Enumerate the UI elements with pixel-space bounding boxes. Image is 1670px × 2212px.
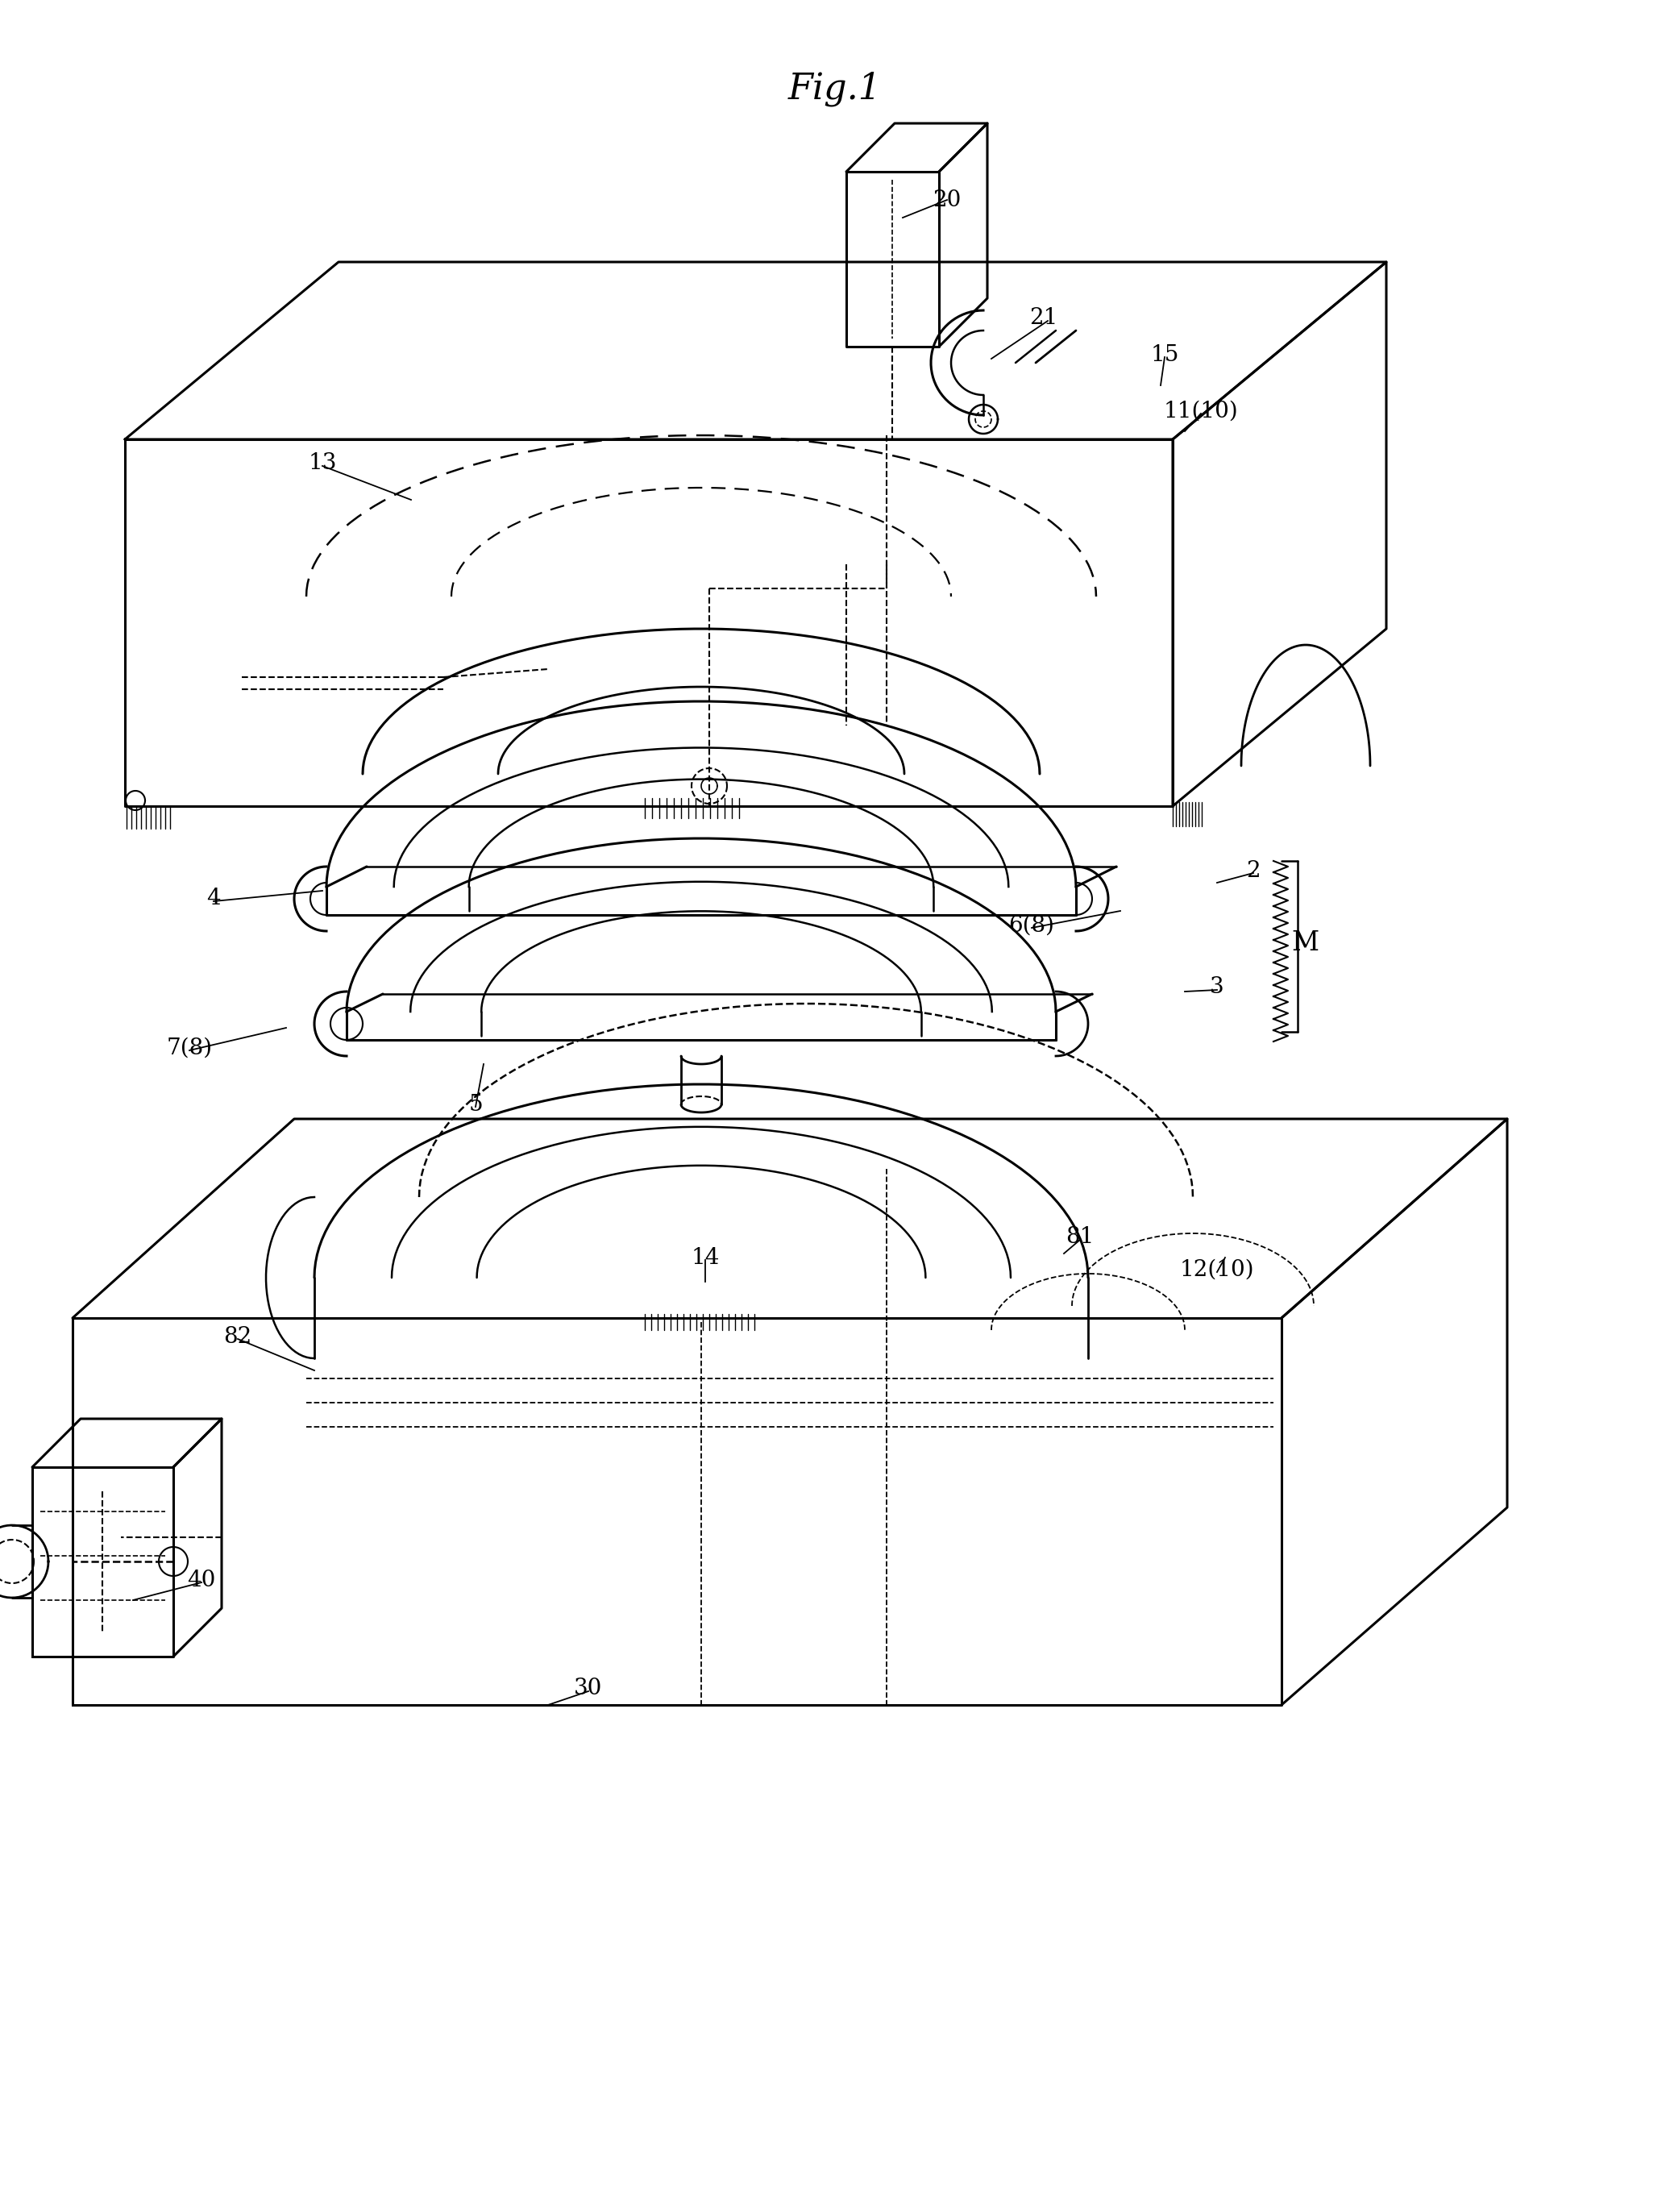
Text: 82: 82 xyxy=(224,1325,252,1347)
Text: 12(10): 12(10) xyxy=(1179,1259,1254,1281)
Text: 21: 21 xyxy=(1029,307,1059,330)
Text: Fig.1: Fig.1 xyxy=(788,71,882,106)
Text: 13: 13 xyxy=(309,453,337,473)
Text: 14: 14 xyxy=(691,1248,720,1267)
Text: 30: 30 xyxy=(574,1679,603,1699)
Text: 11(10): 11(10) xyxy=(1164,400,1237,422)
Text: 3: 3 xyxy=(1211,978,1224,998)
Text: M: M xyxy=(1293,931,1319,956)
Text: 20: 20 xyxy=(934,188,962,210)
Text: 40: 40 xyxy=(187,1568,215,1590)
Text: 4: 4 xyxy=(207,887,220,909)
Text: 81: 81 xyxy=(1065,1225,1094,1248)
Text: 2: 2 xyxy=(1246,860,1261,883)
Text: 6(8): 6(8) xyxy=(1009,914,1055,936)
Text: 15: 15 xyxy=(1151,343,1179,365)
Text: 5: 5 xyxy=(468,1093,483,1115)
Text: 7(8): 7(8) xyxy=(167,1037,212,1060)
